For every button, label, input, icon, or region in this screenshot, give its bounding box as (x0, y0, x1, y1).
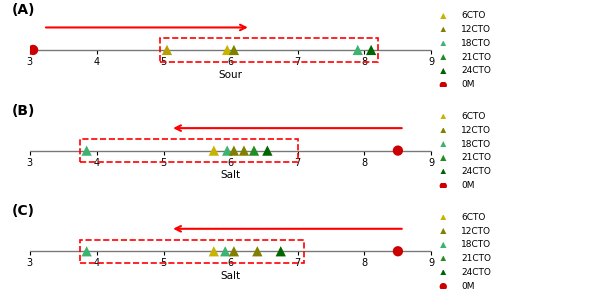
Point (439, 142, 448, 147)
Text: 21CTO: 21CTO (461, 153, 491, 162)
Point (439, 115, 448, 120)
X-axis label: Sour: Sour (218, 70, 243, 80)
Point (82, 148, 92, 153)
Bar (160, 38, 378, 62)
Text: 0M: 0M (461, 281, 475, 291)
Text: 0M: 0M (461, 181, 475, 190)
X-axis label: Salt: Salt (221, 170, 240, 180)
Point (439, 257, 448, 262)
Point (439, 55, 448, 60)
Point (229, 47, 239, 52)
Point (223, 148, 232, 153)
Text: 6CTO: 6CTO (461, 112, 486, 121)
Text: 24CTO: 24CTO (461, 167, 491, 176)
Point (439, 284, 448, 289)
Text: 12CTO: 12CTO (461, 25, 491, 34)
Point (229, 249, 239, 254)
Text: (C): (C) (12, 204, 35, 218)
Point (229, 148, 239, 153)
Point (439, 14, 448, 19)
Point (439, 170, 448, 175)
Point (439, 128, 448, 133)
Point (439, 184, 448, 188)
Point (223, 47, 232, 52)
Text: (A): (A) (12, 3, 35, 17)
Point (262, 148, 272, 153)
Point (276, 249, 286, 254)
Text: 21CTO: 21CTO (461, 254, 491, 263)
X-axis label: Salt: Salt (221, 271, 240, 281)
Text: 0M: 0M (461, 80, 475, 89)
Text: 12CTO: 12CTO (461, 126, 491, 135)
Text: 18CTO: 18CTO (461, 240, 491, 249)
Point (439, 28, 448, 33)
Point (82, 249, 92, 254)
Point (439, 42, 448, 47)
Bar (80, 240, 304, 263)
Point (209, 148, 218, 153)
Text: 18CTO: 18CTO (461, 140, 491, 149)
Point (439, 229, 448, 234)
Point (439, 270, 448, 275)
Point (439, 243, 448, 248)
Bar (80, 139, 298, 162)
Point (162, 47, 172, 52)
Text: 6CTO: 6CTO (461, 213, 486, 222)
Text: 24CTO: 24CTO (461, 66, 491, 76)
Point (353, 47, 362, 52)
Point (439, 215, 448, 220)
Point (220, 249, 230, 254)
Point (439, 69, 448, 74)
Text: 18CTO: 18CTO (461, 39, 491, 48)
Point (239, 148, 249, 153)
Point (209, 249, 218, 254)
Point (393, 249, 403, 254)
Text: 6CTO: 6CTO (461, 11, 486, 21)
Point (439, 83, 448, 88)
Point (249, 148, 259, 153)
Text: 24CTO: 24CTO (461, 268, 491, 277)
Point (367, 47, 376, 52)
Point (29, 47, 38, 52)
Point (393, 148, 403, 153)
Point (253, 249, 262, 254)
Point (439, 156, 448, 161)
Text: 21CTO: 21CTO (461, 53, 491, 62)
Text: 12CTO: 12CTO (461, 226, 491, 236)
Text: (B): (B) (12, 104, 35, 118)
